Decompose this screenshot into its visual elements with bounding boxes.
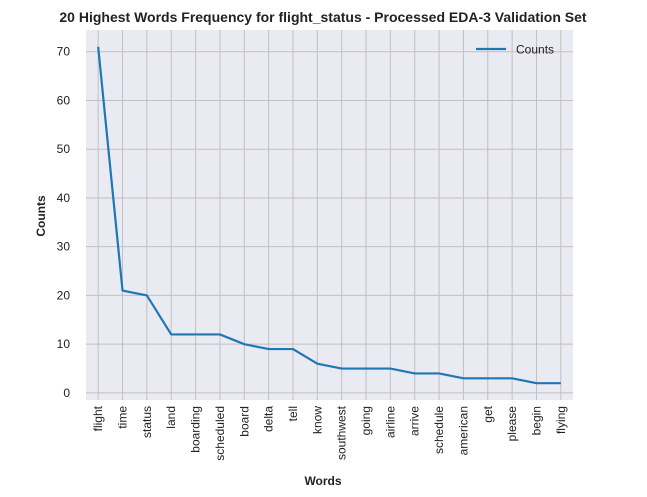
series-line-counts <box>97 46 561 385</box>
x-axis-label: Words <box>304 474 341 488</box>
x-tick-label: time <box>116 406 130 429</box>
y-tick-label: 30 <box>57 240 71 254</box>
x-tick-label: flight <box>91 405 105 431</box>
x-tick-label: know <box>310 406 324 434</box>
x-tick-label: board <box>237 406 251 437</box>
chart-title: 20 Highest Words Frequency for flight_st… <box>59 9 587 25</box>
x-tick-label: schedule <box>432 406 446 454</box>
x-tick-label: arrive <box>408 406 422 436</box>
y-tick-label: 60 <box>57 93 71 107</box>
x-tick-label: flying <box>554 406 568 434</box>
y-tick-label: 50 <box>57 142 71 156</box>
y-axis-label: Counts <box>34 195 48 237</box>
x-tick-label: delta <box>262 406 276 432</box>
x-tick-label: please <box>505 406 519 442</box>
y-axis-ticks: 0 10 20 30 40 50 60 70 <box>57 45 71 400</box>
y-tick-label: 10 <box>57 337 71 351</box>
x-tick-label: southwest <box>335 405 349 460</box>
legend: Counts <box>476 43 554 57</box>
x-tick-label: status <box>140 406 154 438</box>
y-tick-label: 20 <box>57 288 71 302</box>
x-tick-label: get <box>481 405 495 422</box>
y-tick-label: 40 <box>57 191 71 205</box>
y-tick-label: 0 <box>63 386 70 400</box>
y-gridlines <box>86 51 573 394</box>
x-tick-label: tell <box>286 406 300 421</box>
x-tick-label: boarding <box>189 406 203 453</box>
x-tick-label: begin <box>529 406 543 435</box>
plot-area <box>86 30 573 400</box>
x-tick-label: going <box>359 406 373 435</box>
x-gridlines <box>97 30 562 400</box>
x-tick-label: american <box>456 406 470 455</box>
x-tick-label: scheduled <box>213 406 227 461</box>
x-tick-label: airline <box>383 406 397 438</box>
x-tick-label: land <box>164 406 178 429</box>
y-tick-label: 70 <box>57 45 71 59</box>
legend-label: Counts <box>516 43 554 57</box>
x-axis-ticks: flight time status land boarding scheduled boa… <box>91 405 568 460</box>
